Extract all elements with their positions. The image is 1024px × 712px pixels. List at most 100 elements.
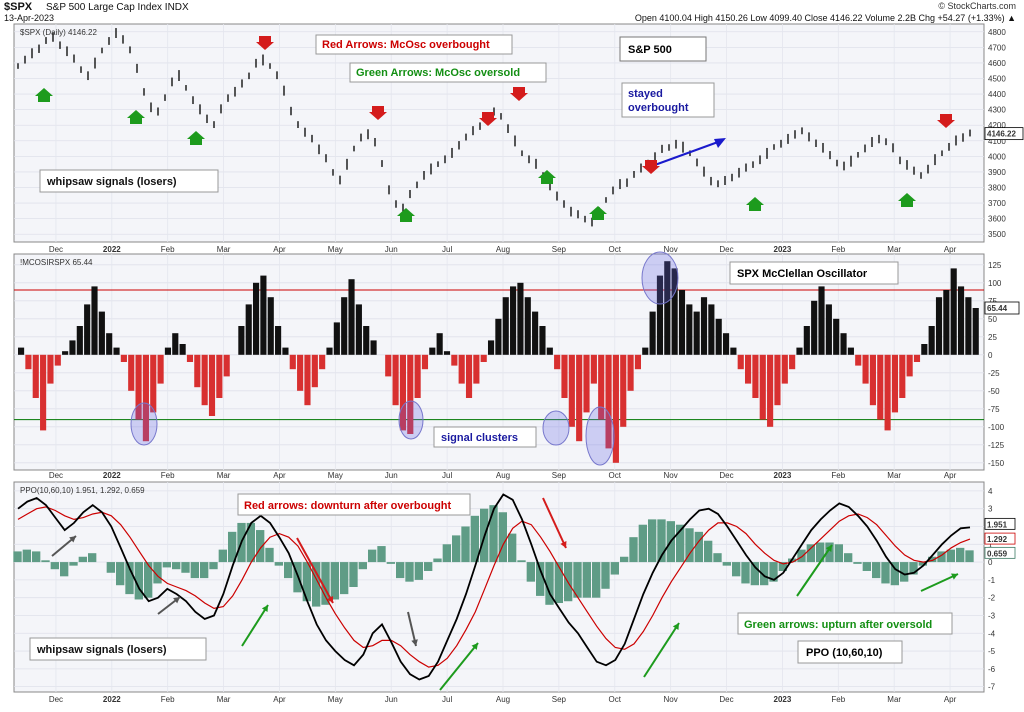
mcosc-bar bbox=[884, 354, 891, 431]
mcosc-bar bbox=[392, 354, 399, 406]
signal-clusters-box bbox=[433, 426, 537, 448]
ppo-axis-month-label: Dec bbox=[719, 695, 733, 704]
ppo-histogram-bar bbox=[218, 549, 227, 563]
mcosc-bar bbox=[642, 347, 649, 355]
mcosc-bar bbox=[260, 275, 267, 355]
mcosc-axis-tick-label: 75 bbox=[988, 297, 997, 306]
ppo-axis-tick-label: 4 bbox=[988, 487, 993, 496]
price-axis-month-label: Oct bbox=[609, 245, 622, 254]
mcosc-bar bbox=[223, 354, 230, 377]
price-axis-month-label: Aug bbox=[496, 245, 510, 254]
red-arrow-icon bbox=[642, 160, 660, 174]
mcosc-title: SPX McClellan Oscillator bbox=[737, 268, 868, 280]
mcosc-bar bbox=[348, 279, 355, 355]
mcosc-bar bbox=[825, 304, 832, 355]
mcosc-bar bbox=[752, 354, 759, 398]
mcosc-bar bbox=[341, 297, 348, 355]
ppo-histogram-bar bbox=[106, 562, 115, 573]
ppo-axis-tick-label: -5 bbox=[988, 647, 996, 656]
mcosc-bar bbox=[157, 354, 164, 384]
mcosc-bar bbox=[781, 354, 788, 384]
ppo-axis-tick-label: -1 bbox=[988, 576, 996, 585]
ann-whipsaw-label: whipsaw signals (losers) bbox=[46, 176, 177, 188]
price-axis-month-label: 2022 bbox=[103, 245, 121, 254]
ppo-histogram-bar bbox=[872, 562, 881, 579]
ppo-axis-month-label: Aug bbox=[496, 695, 510, 704]
mcosc-bar bbox=[899, 354, 906, 398]
ppo-histogram-bar bbox=[918, 562, 927, 566]
ann-red-arrows: Red Arrows: McOsc overbought bbox=[322, 39, 490, 51]
green-arrow-icon bbox=[898, 193, 916, 207]
ppo-axis-month-label: Dec bbox=[49, 695, 63, 704]
price-last-value: 4146.22 bbox=[987, 130, 1016, 139]
ppo-green-arrow-head bbox=[471, 643, 478, 650]
mcosc-bar bbox=[282, 347, 289, 355]
ppo-histogram-bar bbox=[13, 551, 22, 563]
mcosc-axis-month-label: Oct bbox=[609, 471, 622, 480]
ppo-histogram-bar bbox=[69, 562, 78, 566]
ann-red-box bbox=[315, 34, 513, 55]
mcosc-axis-month-label: Mar bbox=[887, 471, 901, 480]
ppo-red-arrow-line bbox=[296, 537, 334, 604]
mcosc-bar bbox=[583, 354, 590, 413]
mcosc-bar bbox=[385, 354, 392, 377]
mcosc-bar bbox=[495, 318, 502, 355]
mcosc-bar bbox=[473, 354, 480, 384]
mcosc-bar bbox=[502, 297, 509, 355]
trend-arrow-head bbox=[714, 138, 726, 148]
ppo-gray-arrow-head bbox=[173, 597, 180, 604]
ppo-histogram-bar bbox=[554, 562, 563, 604]
ppo-green-arrow-line bbox=[439, 642, 479, 691]
mcosc-bar bbox=[120, 354, 127, 362]
price-axis-tick-label: 4500 bbox=[988, 75, 1006, 84]
mcosc-bar bbox=[847, 347, 854, 355]
ppo-histogram-bar bbox=[396, 562, 405, 579]
green-arrow-icon bbox=[187, 131, 205, 145]
ann-stayed-box bbox=[621, 82, 715, 118]
symbol-label: $SPX bbox=[4, 1, 33, 13]
ppo-histogram-bar bbox=[190, 562, 199, 579]
mcosc-bar bbox=[275, 326, 282, 355]
ohlc-readout: Open 4100.04 High 4150.26 Low 4099.40 Cl… bbox=[634, 13, 1016, 23]
ann-green-arrows: Green Arrows: McOsc oversold bbox=[356, 67, 520, 79]
ppo-histogram-bar bbox=[284, 562, 293, 579]
ppo-histogram-bar bbox=[274, 562, 283, 566]
ppo-histogram-bar bbox=[676, 524, 685, 563]
ppo-green-annotation: Green arrows: upturn after oversold bbox=[744, 619, 932, 631]
mcosc-bar bbox=[304, 354, 311, 406]
ppo-histogram-bar bbox=[50, 562, 59, 570]
mcosc-bar bbox=[91, 286, 98, 355]
mcosc-bar bbox=[745, 354, 752, 384]
mcosc-bar bbox=[693, 311, 700, 355]
price-axis-month-label: Jul bbox=[442, 245, 452, 254]
mcosc-bar bbox=[627, 354, 634, 391]
price-axis-tick-label: 3700 bbox=[988, 199, 1006, 208]
mcosc-bar bbox=[877, 354, 884, 420]
price-axis-month-label: Dec bbox=[719, 245, 733, 254]
ppo-histogram-bar bbox=[22, 549, 31, 563]
price-axis-tick-label: 3800 bbox=[988, 184, 1006, 193]
ppo-histogram-bar bbox=[965, 550, 974, 563]
ppo-red-arrow-line bbox=[542, 497, 567, 549]
ppo-histogram-bar bbox=[722, 562, 731, 566]
mcosc-bar bbox=[311, 354, 318, 388]
mcosc-bar bbox=[568, 354, 575, 427]
ppo-histogram-bar bbox=[41, 560, 50, 563]
ppo-axis-month-label: Sep bbox=[552, 695, 567, 704]
ppo-histogram-bar bbox=[890, 562, 899, 586]
ppo-histogram-bar bbox=[806, 544, 815, 563]
ppo-histogram-bar bbox=[629, 537, 638, 563]
cluster-highlight bbox=[585, 406, 615, 466]
ppo-histogram-bar bbox=[601, 562, 610, 589]
ppo-green-ann-box bbox=[737, 612, 953, 635]
ppo-histogram-bar bbox=[424, 562, 433, 571]
mcosc-axis-month-label: Mar bbox=[217, 471, 231, 480]
price-last-box bbox=[984, 127, 1024, 141]
mcosc-bar bbox=[811, 300, 818, 355]
mcosc-bar bbox=[480, 354, 487, 362]
mcosc-bar bbox=[128, 354, 135, 391]
mcosc-bar bbox=[700, 297, 708, 355]
ppo-axis-month-label: Jun bbox=[385, 695, 398, 704]
mcosc-axis-tick-label: 25 bbox=[988, 333, 997, 342]
